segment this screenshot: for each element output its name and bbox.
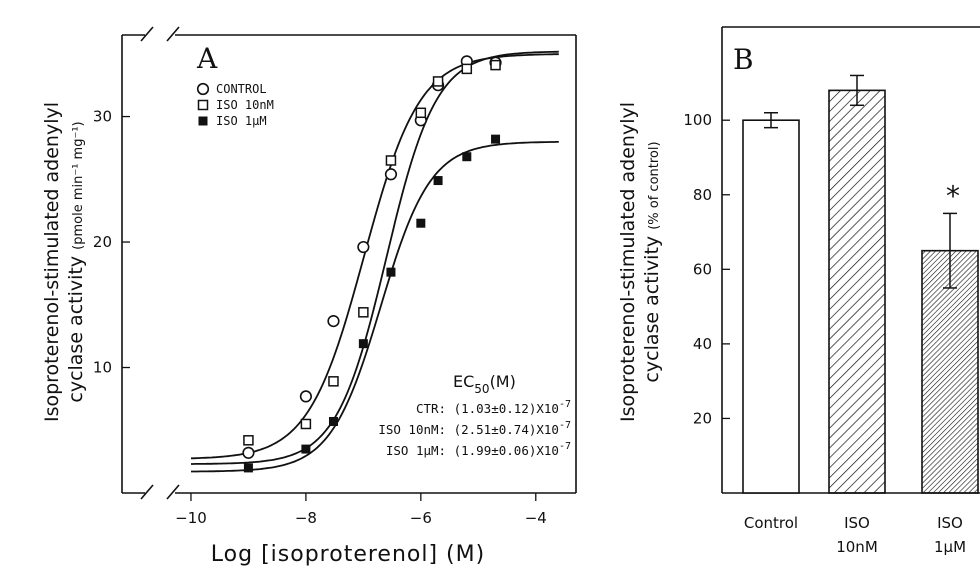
panel-a-data-points — [242, 55, 502, 473]
data-point — [385, 155, 397, 166]
panel-a-y-axis-label-line2: cyclase activity (pmole min⁻¹ mg⁻¹) — [65, 121, 87, 402]
data-point — [386, 267, 396, 277]
data-point — [328, 416, 338, 426]
category-label: 1μM — [934, 538, 966, 556]
ec50-line: CTR: (1.03±0.12)X10-7 — [416, 399, 571, 416]
panel-b-y-axis-label: Isoproterenol-stimulated adenylyl — [617, 102, 639, 422]
data-point — [243, 435, 254, 446]
panel-a-y-axis-label: Isoproterenol-stimulated adenylyl — [41, 102, 63, 422]
data-point — [242, 446, 255, 459]
legend-marker — [198, 116, 208, 126]
axis-break-top — [140, 26, 180, 42]
y-tick-label: 60 — [693, 260, 712, 278]
bar — [742, 119, 800, 494]
data-point — [299, 390, 312, 403]
x-tick-label: −8 — [295, 509, 317, 527]
panel-a-legend: CONTROL ISO 10nM ISO 1μM — [196, 82, 274, 128]
legend-marker — [197, 99, 209, 111]
data-point — [328, 376, 339, 387]
category-label: ISO — [844, 514, 870, 532]
data-point — [433, 176, 443, 186]
data-point — [327, 314, 340, 328]
data-point — [491, 134, 501, 144]
panel-a-frame — [121, 26, 577, 500]
ec50-annotation: EC50(M) CTR: (1.03±0.12)X10-7 ISO 10nM: (… — [378, 372, 571, 458]
legend-marker — [196, 82, 210, 96]
ec50-line: ISO 1μM: (1.99±0.06)X10-7 — [386, 441, 571, 458]
ec50-title: EC50(M) — [453, 372, 516, 396]
panel-a-dose-response-chart: −10 −8 −6 −4 10 20 30 A CONTROL ISO 10nM ISO 1μ… — [41, 26, 577, 567]
legend-label: ISO 10nM — [216, 98, 274, 112]
bar-3: * — [921, 179, 979, 494]
x-tick-label: −4 — [525, 509, 547, 527]
panel-a-label: A — [196, 42, 218, 75]
panel-a-x-ticks: −10 −8 −6 −4 — [175, 493, 547, 527]
data-point — [357, 240, 370, 254]
bar-1 — [742, 111, 800, 494]
data-point — [358, 307, 369, 318]
panel-b-bar-chart: 20 40 60 80 100 * Control ISO 10nM ISO 1μM B Iso… — [617, 26, 980, 556]
panel-b-y-axis-label-line2: cyclase activity (% of control) — [641, 141, 663, 382]
data-point — [461, 63, 473, 75]
significance-marker: * — [946, 179, 960, 212]
legend-label: ISO 1μM — [216, 114, 267, 128]
category-label: ISO — [937, 514, 963, 532]
fit-curve — [191, 50, 559, 465]
data-point — [300, 418, 312, 430]
x-tick-label: −6 — [410, 509, 432, 527]
data-point — [416, 218, 426, 228]
data-point — [490, 59, 501, 71]
ec50-line: ISO 10nM: (2.51±0.74)X10-7 — [378, 420, 571, 437]
legend-label: CONTROL — [216, 82, 267, 96]
axis-break-bottom — [140, 484, 180, 500]
panel-b-category-labels: Control ISO 10nM ISO 1μM — [744, 514, 966, 556]
data-point — [243, 463, 253, 473]
panel-a-y-ticks: 10 20 30 — [93, 108, 130, 377]
data-point — [384, 168, 398, 181]
data-point — [432, 76, 444, 87]
y-tick-label: 20 — [93, 233, 112, 251]
x-axis-label: Log [isoproterenol] (M) — [211, 542, 485, 567]
x-tick-label: −10 — [175, 509, 207, 527]
category-label: Control — [744, 514, 798, 532]
data-point — [462, 152, 472, 162]
y-tick-label: 40 — [693, 335, 712, 353]
y-tick-label: 20 — [693, 409, 712, 427]
bar-2 — [828, 74, 886, 494]
panel-b-bars: * — [742, 74, 979, 494]
y-tick-label: 80 — [693, 186, 712, 204]
panel-b-label: B — [733, 43, 754, 76]
y-tick-label: 30 — [93, 108, 112, 126]
data-point — [415, 107, 427, 119]
category-label: 10nM — [836, 538, 878, 556]
bar — [828, 89, 886, 494]
data-point — [358, 339, 368, 349]
y-tick-label: 10 — [93, 359, 112, 377]
y-tick-label: 100 — [683, 111, 712, 129]
panel-b-y-ticks: 20 40 60 80 100 — [683, 111, 730, 427]
data-point — [301, 444, 311, 454]
